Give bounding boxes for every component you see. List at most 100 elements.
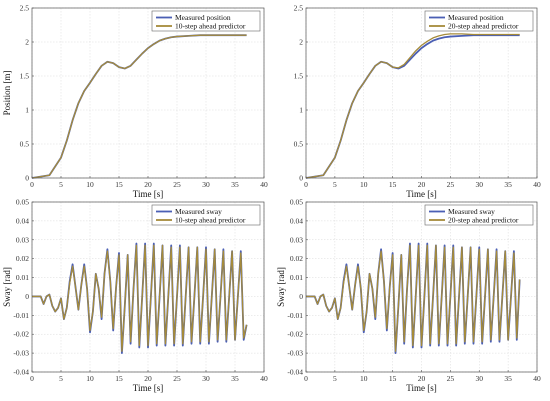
y-tick-label: 1: [25, 106, 29, 115]
y-tick-label: 0.03: [16, 235, 29, 244]
y-tick-label: 2.5: [294, 4, 304, 13]
x-tick-label: 40: [533, 374, 541, 383]
x-tick-label: 5: [59, 374, 63, 383]
series-line-2: [32, 244, 248, 352]
x-tick-label: 40: [533, 180, 541, 189]
x-tick-label: 5: [59, 180, 63, 189]
y-tick-label: 0.05: [290, 198, 303, 207]
y-tick-label: 0.04: [290, 216, 303, 225]
x-tick-label: 10: [360, 180, 368, 189]
series-line-1: [305, 34, 520, 179]
series-line-2: [31, 34, 247, 179]
y-axis-label: Sway [rad]: [276, 267, 286, 307]
x-tick-label: 20: [418, 180, 426, 189]
legend-box: [151, 10, 261, 32]
x-axis-label: Time [s]: [133, 383, 163, 393]
x-tick-label: 35: [231, 180, 239, 189]
legend-label: 10-step ahead predictor: [175, 216, 246, 225]
series-line-2: [305, 33, 520, 179]
y-tick-label: 1.5: [20, 72, 30, 81]
x-tick-label: 30: [476, 374, 484, 383]
x-tick-label: 20: [418, 374, 426, 383]
x-tick-label: 20: [144, 180, 152, 189]
legend-label: Measured position: [175, 13, 231, 22]
y-tick-label: 2: [299, 38, 303, 47]
y-tick-label: 0.5: [20, 140, 30, 149]
x-tick-label: 15: [389, 180, 397, 189]
legend-label: Measured sway: [175, 207, 222, 216]
chart-panel-4: 0 5 10 15 20 25 30 35 40 -0.04 -0.03 -0.02 -0.01 0 0.0…: [276, 198, 541, 394]
x-tick-label: 25: [447, 374, 455, 383]
legend-box: [424, 10, 534, 32]
x-tick-label: 5: [333, 374, 337, 383]
y-tick-label: -0.02: [13, 330, 29, 339]
y-axis-label: Position [m]: [2, 71, 12, 116]
x-tick-label: 30: [202, 180, 210, 189]
legend-label: Measured sway: [448, 207, 495, 216]
x-tick-label: 15: [115, 180, 123, 189]
x-axis-label: Time [s]: [406, 189, 436, 199]
chart-panel-1: 0 5 10 15 20 25 30 35 40 0 0.5 1 1.5 2 2.5 Time [s] Posi…: [2, 4, 268, 200]
x-tick-label: 15: [389, 374, 397, 383]
y-tick-label: 2: [25, 38, 29, 47]
y-tick-label: 0: [299, 174, 303, 183]
y-tick-label: 2.5: [20, 4, 30, 13]
x-tick-label: 35: [504, 180, 512, 189]
y-tick-label: -0.04: [287, 368, 303, 377]
chart-panel-3: 0 5 10 15 20 25 30 35 40 -0.04 -0.03 -0.02 -0.01 0 0.0…: [2, 198, 268, 394]
x-tick-label: 25: [173, 374, 181, 383]
y-tick-label: -0.04: [13, 368, 29, 377]
chart-panel-2: 0 5 10 15 20 25 30 35 40 0 0.5 1 1.5 2 2.5 Time [s] Meas…: [294, 4, 541, 200]
x-tick-label: 5: [333, 180, 337, 189]
y-tick-label: -0.02: [287, 330, 303, 339]
y-tick-label: 0.01: [16, 273, 29, 282]
legend-label: 10-step ahead predictor: [175, 22, 246, 31]
x-tick-label: 10: [86, 374, 94, 383]
x-tick-label: 0: [30, 180, 34, 189]
series-line-2: [306, 244, 521, 352]
x-tick-label: 15: [115, 374, 123, 383]
y-tick-label: 0.5: [294, 140, 304, 149]
x-tick-label: 30: [202, 374, 210, 383]
y-tick-label: 0.02: [16, 254, 29, 263]
legend-box: [424, 204, 534, 226]
y-tick-label: 0: [25, 174, 29, 183]
y-tick-label: 0: [25, 292, 29, 301]
x-tick-label: 10: [360, 374, 368, 383]
x-tick-label: 0: [30, 374, 34, 383]
x-tick-label: 40: [260, 180, 268, 189]
y-tick-label: 1: [299, 106, 303, 115]
y-tick-label: 0.02: [290, 254, 303, 263]
legend-label: 20-step ahead predictor: [448, 22, 519, 31]
y-tick-label: 0.05: [16, 198, 29, 207]
y-tick-label: 0.01: [290, 273, 303, 282]
y-tick-label: 0.04: [16, 216, 29, 225]
x-tick-label: 25: [173, 180, 181, 189]
x-tick-label: 25: [447, 180, 455, 189]
x-axis-label: Time [s]: [133, 189, 163, 199]
x-tick-label: 35: [504, 374, 512, 383]
y-tick-label: -0.01: [287, 311, 303, 320]
y-tick-label: 0: [299, 292, 303, 301]
axes-box: [305, 201, 538, 373]
legend-label: 20-step ahead predictor: [448, 216, 519, 225]
y-tick-label: 0.03: [290, 235, 303, 244]
x-axis-label: Time [s]: [406, 383, 436, 393]
x-tick-label: 20: [144, 374, 152, 383]
x-tick-label: 0: [304, 180, 308, 189]
y-tick-label: -0.03: [287, 349, 303, 358]
y-axis-label: Sway [rad]: [2, 267, 12, 307]
legend-box: [151, 204, 261, 226]
y-tick-label: 1.5: [294, 72, 304, 81]
legend-label: Measured position: [448, 13, 504, 22]
axes-box: [31, 201, 265, 373]
x-tick-label: 0: [304, 374, 308, 383]
x-tick-label: 10: [86, 180, 94, 189]
x-tick-label: 35: [231, 374, 239, 383]
x-tick-label: 40: [260, 374, 268, 383]
